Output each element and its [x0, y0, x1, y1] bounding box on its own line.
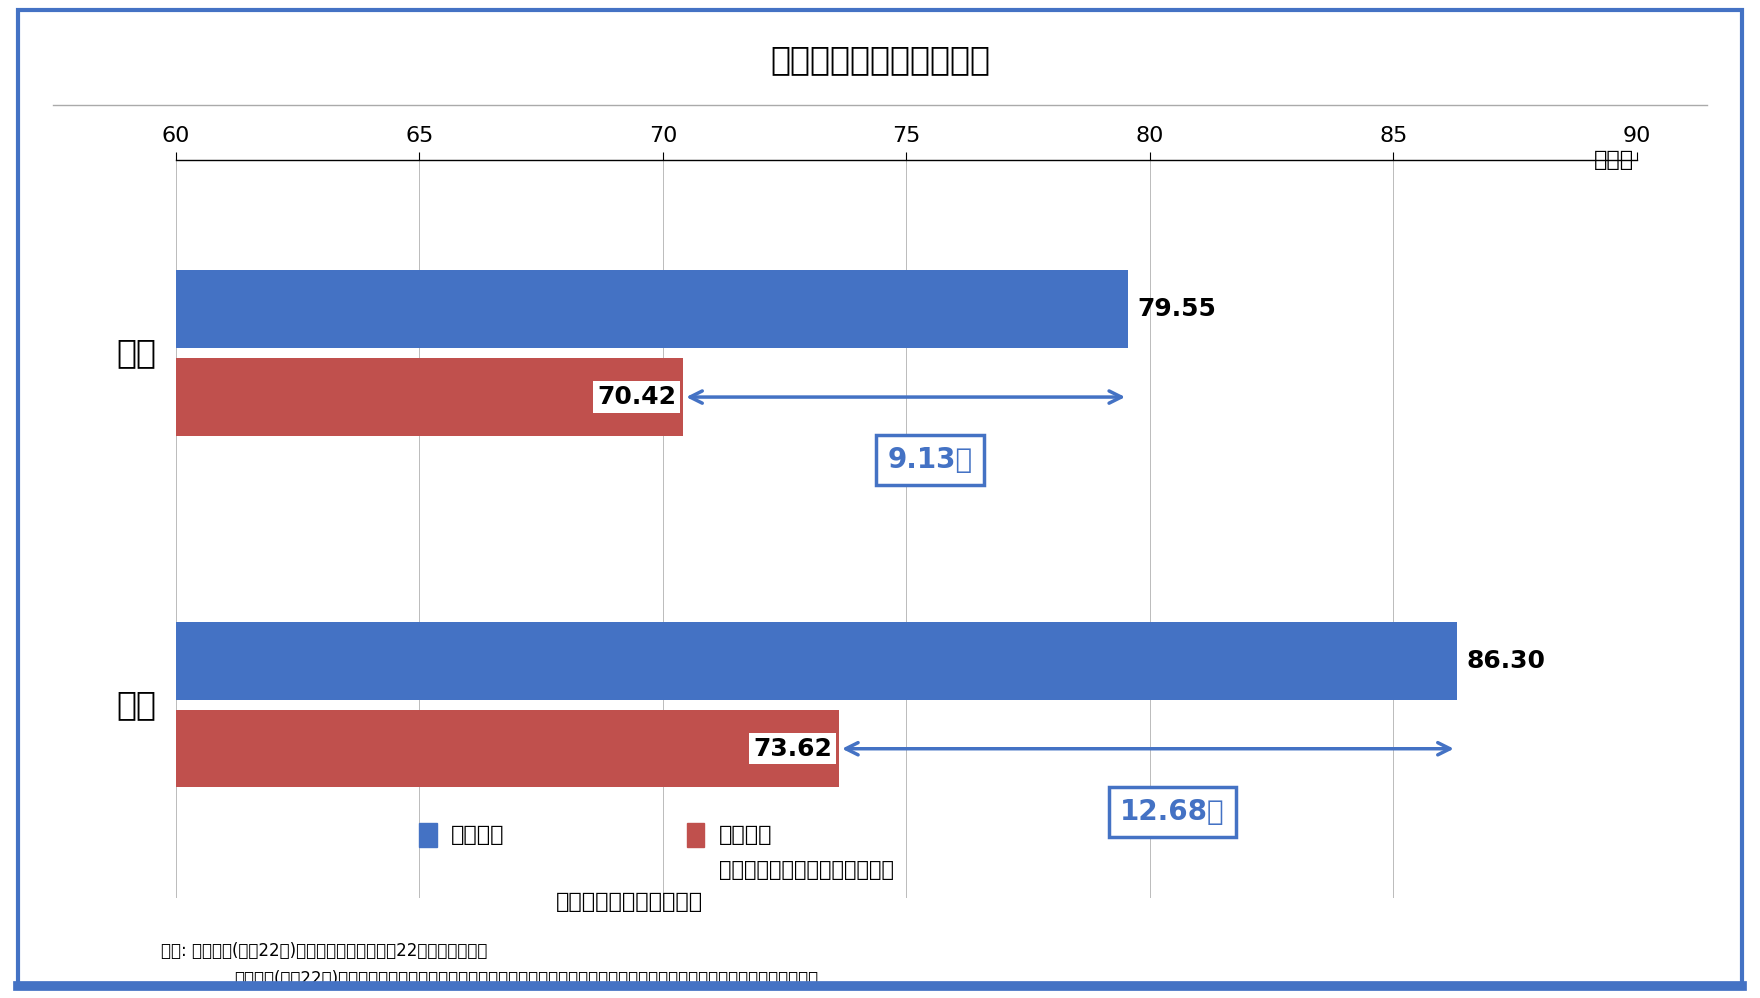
Bar — [688, 822, 704, 847]
Text: 男性: 男性 — [116, 336, 157, 369]
Text: 79.55: 79.55 — [1137, 297, 1216, 321]
Bar — [176, 358, 683, 436]
Text: 女性: 女性 — [116, 689, 157, 722]
Text: 9.13年: 9.13年 — [887, 446, 973, 474]
Text: 健康寿命(平成22年)は、厚生労働科学研究費補助金「健康寿命における将来予測と生活習慣病対策の費用対効果に関する研究」: 健康寿命(平成22年)は、厚生労働科学研究費補助金「健康寿命における将来予測と生… — [234, 970, 818, 988]
Text: 73.62: 73.62 — [753, 737, 832, 760]
Text: 平均寿命と健康寿命の差: 平均寿命と健康寿命の差 — [556, 892, 702, 912]
Text: 平均寿命と健康寿命の差: 平均寿命と健康寿命の差 — [771, 43, 989, 77]
Bar — [419, 822, 436, 847]
Text: 86.30: 86.30 — [1466, 649, 1545, 673]
Text: 資料: 平均寿命(平成22年)は、厚生労働省「平成22年完全生命表」: 資料: 平均寿命(平成22年)は、厚生労働省「平成22年完全生命表」 — [162, 942, 488, 960]
Text: 健康寿命: 健康寿命 — [718, 825, 773, 845]
Text: （日常生活に制限のない期間）: （日常生活に制限のない期間） — [718, 860, 894, 880]
Text: 70.42: 70.42 — [597, 385, 676, 409]
Bar — [176, 710, 840, 787]
Text: （年）: （年） — [1595, 151, 1635, 171]
Bar — [176, 622, 1457, 700]
Bar — [176, 270, 1128, 348]
Text: 平均寿命: 平均寿命 — [451, 825, 505, 845]
Text: 12.68年: 12.68年 — [1119, 798, 1225, 826]
